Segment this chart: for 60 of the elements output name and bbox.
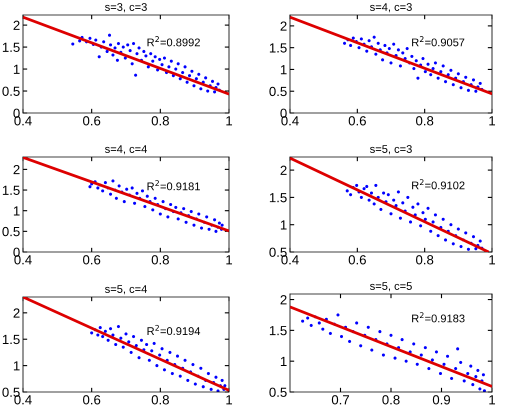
x-tick-label: 1 (226, 255, 232, 264)
x-tick-label: 0.6 (83, 116, 100, 126)
x-tick-label: 0.7 (332, 395, 350, 404)
x-tick-label: 1 (226, 116, 232, 126)
y-tick-label: 1 (14, 64, 20, 74)
chart-title: s=4, c=4 (105, 145, 147, 154)
chart-title: s=5, c=4 (105, 285, 147, 294)
y-tick-label: 1.5 (2, 186, 20, 195)
y-tick-label: 1.5 (270, 326, 287, 336)
annotation: R$^{2}$=0.9183 (412, 312, 465, 322)
chart-title: s=5, c=3 (370, 145, 412, 154)
y-tick-label: 2 (280, 295, 287, 304)
y-tick-label: 0.5 (2, 388, 20, 397)
x-tick-label: 0.6 (83, 395, 100, 404)
y-tick-label: 0.5 (269, 86, 287, 96)
x-tick-label: 0.6 (348, 116, 366, 126)
chart-title: s=5, c=5 (370, 282, 412, 292)
x-tick-label: 0.6 (348, 255, 366, 264)
y-tick-label: 1.5 (2, 42, 20, 52)
annotation: R$^{2}$=0.9057 (412, 36, 464, 46)
y-tick-label: 2 (14, 308, 20, 318)
y-tick-label: 2 (280, 166, 287, 175)
y-tick-label: 1 (280, 356, 287, 366)
y-tick-label: 1 (14, 361, 20, 370)
y-tick-label: 0.5 (2, 86, 20, 96)
x-tick-label: 0.8 (382, 395, 400, 404)
x-tick-label: 0.4 (281, 116, 299, 126)
y-tick-label: 1.5 (270, 43, 287, 53)
annotation: R$^{2}$=0.8992 (148, 36, 200, 46)
annotation: R$^{2}$=0.9181 (148, 180, 200, 190)
x-tick-label: 1 (489, 395, 496, 404)
x-tick-label: 0.4 (281, 255, 299, 264)
x-tick-label: 1 (226, 395, 232, 404)
x-tick-label: 0.4 (14, 116, 32, 126)
x-tick-label: 0.8 (152, 255, 169, 264)
y-tick-label: 1 (14, 206, 20, 216)
x-tick-label: 0.8 (152, 395, 169, 404)
x-tick-label: 0.9 (432, 395, 450, 404)
x-tick-label: 0.8 (416, 116, 434, 126)
x-tick-label: 0.8 (152, 116, 169, 126)
annotation: R$^{2}$=0.9194 (148, 324, 200, 336)
y-tick-label: 0.5 (269, 388, 287, 397)
x-tick-label: 0.8 (416, 255, 434, 264)
y-tick-label: 1 (280, 220, 287, 230)
y-tick-label: 1.5 (2, 334, 20, 344)
chart-title: s=3, c=3 (105, 3, 147, 12)
chart-title: s=4, c=3 (370, 3, 412, 12)
x-tick-label: 1 (489, 255, 496, 264)
y-tick-label: 2 (280, 21, 287, 31)
y-tick-label: 1 (280, 65, 287, 74)
y-tick-label: 2 (14, 164, 20, 174)
y-tick-label: 2 (14, 20, 20, 30)
y-tick-label: 1.5 (270, 193, 287, 202)
y-tick-label: 0.5 (2, 226, 20, 236)
x-tick-label: 0.4 (14, 395, 32, 404)
y-tick-label: 0.5 (269, 248, 287, 257)
annotation: R$^{2}$=0.9102 (412, 179, 464, 190)
x-tick-label: 1 (489, 116, 496, 126)
x-tick-label: 0.4 (14, 255, 32, 264)
x-tick-label: 0.6 (83, 255, 100, 264)
